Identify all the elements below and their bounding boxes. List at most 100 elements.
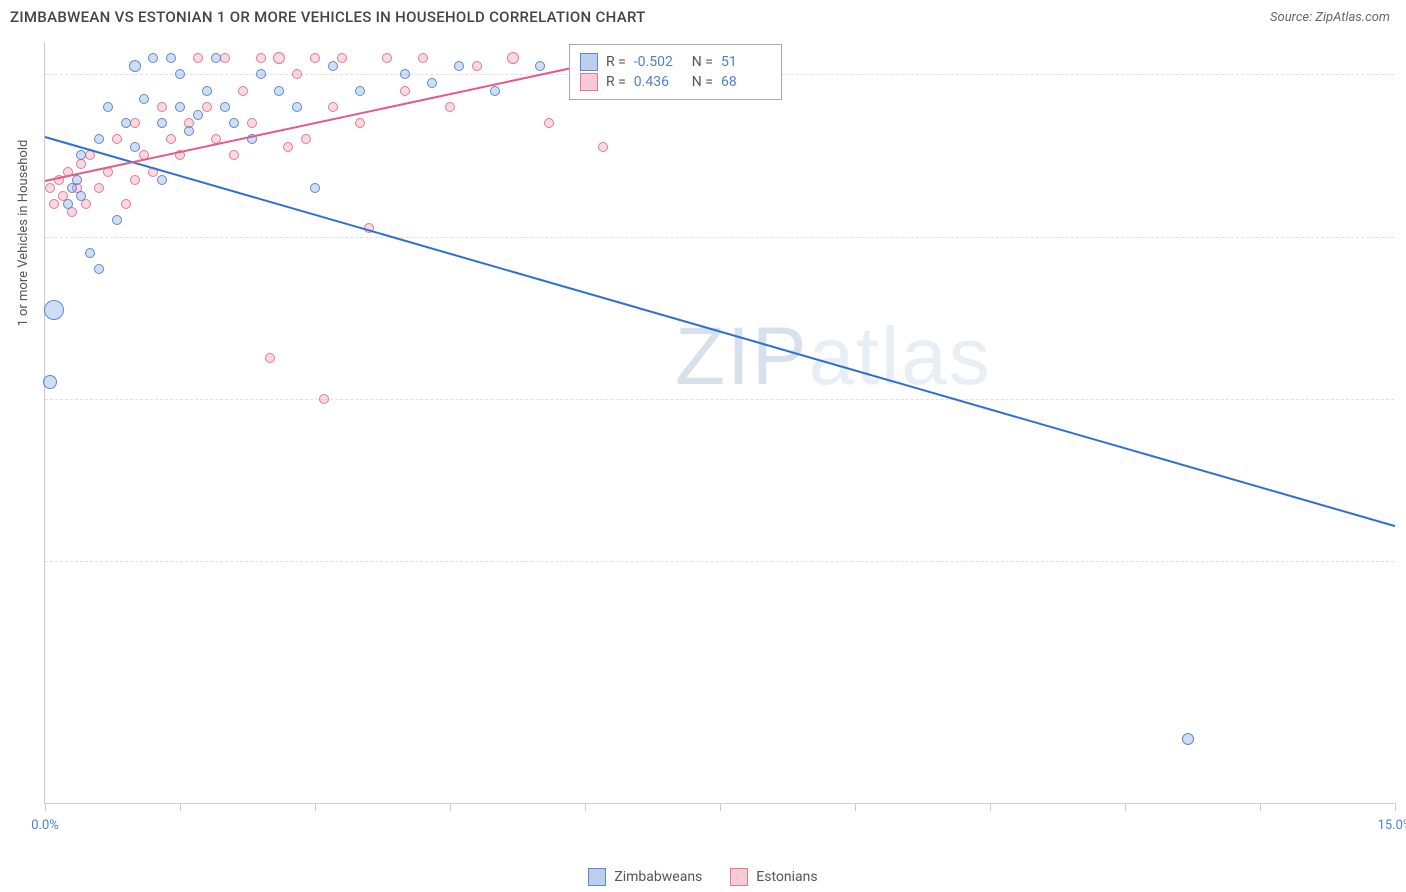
data-point — [94, 134, 104, 144]
stat-n-label-b: N = — [692, 74, 713, 90]
data-point — [166, 134, 176, 144]
data-point — [157, 175, 167, 185]
x-tick — [1395, 803, 1396, 811]
data-point — [121, 199, 131, 209]
data-point — [544, 118, 554, 128]
data-point — [247, 118, 257, 128]
data-point — [202, 86, 212, 96]
data-point — [129, 60, 141, 72]
stat-n-val-a: 51 — [721, 54, 771, 70]
data-point — [400, 86, 410, 96]
data-point — [103, 102, 113, 112]
data-point — [328, 61, 338, 71]
x-tick-label: 0.0% — [31, 818, 59, 833]
chart-title: ZIMBABWEAN VS ESTONIAN 1 OR MORE VEHICLE… — [10, 8, 646, 26]
legend-item-b: Estonians — [730, 868, 817, 886]
stat-r-val-b: 0.436 — [634, 74, 684, 90]
data-point — [535, 61, 545, 71]
data-point — [310, 183, 320, 193]
data-point — [265, 353, 275, 363]
data-point — [43, 375, 57, 389]
stat-n-label-a: N = — [692, 54, 713, 70]
data-point — [220, 102, 230, 112]
data-point — [175, 69, 185, 79]
data-point — [301, 134, 311, 144]
data-point — [355, 118, 365, 128]
x-tick — [315, 803, 316, 811]
data-point — [319, 394, 329, 404]
data-point — [472, 61, 482, 71]
data-point — [273, 52, 285, 64]
gridline — [45, 237, 1394, 238]
data-point — [229, 118, 239, 128]
chart-source: Source: ZipAtlas.com — [1270, 10, 1390, 25]
data-point — [400, 69, 410, 79]
chart-header: ZIMBABWEAN VS ESTONIAN 1 OR MORE VEHICLE… — [0, 0, 1406, 34]
data-point — [49, 199, 59, 209]
watermark: ZIPatlas — [675, 310, 992, 404]
stat-r-label-b: R = — [606, 74, 626, 90]
stats-box: R = -0.502 N = 51 R = 0.436 N = 68 — [569, 44, 782, 100]
data-point — [130, 142, 140, 152]
data-point — [220, 53, 230, 63]
data-point — [121, 118, 131, 128]
legend-label-b: Estonians — [756, 869, 817, 885]
data-point — [202, 102, 212, 112]
data-point — [63, 199, 73, 209]
x-tick — [990, 803, 991, 811]
data-point — [157, 102, 167, 112]
bottom-legend: Zimbabweans Estonians — [0, 868, 1406, 886]
plot-area: 70.0%80.0%90.0%100.0%0.0%15.0%ZIPatlas — [45, 42, 1394, 803]
data-point — [139, 94, 149, 104]
data-point — [94, 183, 104, 193]
data-point — [337, 53, 347, 63]
data-point — [85, 248, 95, 258]
legend-item-a: Zimbabweans — [588, 868, 702, 886]
plot-container: 70.0%80.0%90.0%100.0%0.0%15.0%ZIPatlas R… — [44, 42, 1394, 804]
data-point — [445, 102, 455, 112]
data-point — [598, 142, 608, 152]
x-tick — [450, 803, 451, 811]
data-point — [310, 53, 320, 63]
data-point — [292, 69, 302, 79]
data-point — [94, 264, 104, 274]
data-point — [45, 183, 55, 193]
data-point — [148, 53, 158, 63]
data-point — [256, 69, 266, 79]
data-point — [72, 175, 82, 185]
data-point — [157, 118, 167, 128]
swatch-a — [580, 53, 598, 71]
data-point — [274, 86, 284, 96]
gridline — [45, 561, 1394, 562]
data-point — [193, 110, 203, 120]
data-point — [193, 53, 203, 63]
data-point — [328, 102, 338, 112]
data-point — [256, 53, 266, 63]
gridline — [45, 399, 1394, 400]
x-tick — [1260, 803, 1261, 811]
data-point — [130, 175, 140, 185]
data-point — [418, 53, 428, 63]
data-point — [292, 102, 302, 112]
x-tick — [585, 803, 586, 811]
x-tick — [45, 803, 46, 811]
stats-row-b: R = 0.436 N = 68 — [580, 73, 771, 91]
x-tick — [855, 803, 856, 811]
data-point — [427, 78, 437, 88]
data-point — [1182, 733, 1194, 745]
data-point — [76, 191, 86, 201]
legend-swatch-a — [588, 868, 606, 886]
data-point — [76, 150, 86, 160]
data-point — [211, 53, 221, 63]
legend-swatch-b — [730, 868, 748, 886]
data-point — [238, 86, 248, 96]
trend-line — [45, 136, 1396, 527]
legend-label-a: Zimbabweans — [614, 869, 702, 885]
data-point — [112, 215, 122, 225]
x-tick — [180, 803, 181, 811]
data-point — [166, 53, 176, 63]
stat-n-val-b: 68 — [721, 74, 771, 90]
y-axis-title: 1 or more Vehicles in Household — [16, 140, 31, 327]
data-point — [507, 52, 519, 64]
x-tick — [1125, 803, 1126, 811]
